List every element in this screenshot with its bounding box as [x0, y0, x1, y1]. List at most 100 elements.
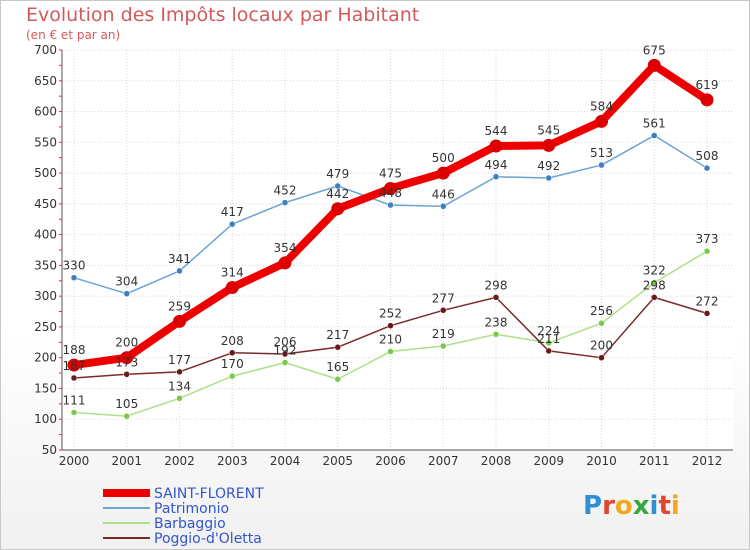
data-label: 210	[379, 333, 402, 347]
data-label: 170	[221, 357, 244, 371]
data-point	[387, 322, 394, 329]
data-point	[598, 161, 605, 169]
data-label: 200	[115, 336, 138, 350]
y-tick-label: 400	[34, 228, 57, 242]
chart-subtitle: (en € et par an)	[26, 28, 121, 42]
data-point	[281, 199, 289, 206]
y-tick-label: 350	[34, 258, 57, 272]
x-tick-label: 2007	[428, 454, 459, 468]
data-label: 173	[115, 355, 138, 369]
data-label: 105	[115, 397, 138, 411]
data-label: 208	[221, 334, 244, 348]
x-tick-label: 2009	[533, 454, 564, 468]
data-point	[489, 139, 503, 153]
data-point	[229, 220, 236, 228]
data-label: 165	[326, 360, 349, 374]
data-point	[70, 409, 78, 416]
data-point	[120, 351, 134, 365]
data-point	[67, 358, 81, 372]
data-point	[123, 290, 130, 297]
data-label: 452	[274, 184, 297, 198]
data-point	[703, 247, 711, 255]
data-label: 219	[432, 327, 455, 341]
data-point	[281, 359, 289, 366]
y-tick-label: 50	[42, 443, 57, 457]
data-point	[651, 132, 658, 139]
data-label: 298	[485, 278, 508, 292]
data-label: 111	[63, 393, 86, 407]
y-tick-label: 500	[34, 166, 57, 180]
data-point	[703, 310, 711, 317]
y-tick-label: 100	[34, 412, 57, 426]
data-point	[123, 371, 130, 378]
logo-letter: x	[632, 491, 650, 521]
data-label: 508	[696, 149, 719, 163]
data-point	[703, 164, 711, 172]
y-tick-label: 150	[34, 381, 57, 395]
data-label: 584	[590, 99, 613, 113]
x-tick-label: 2006	[375, 454, 406, 468]
data-label: 341	[168, 252, 191, 266]
data-point	[225, 281, 239, 295]
data-point	[176, 267, 183, 275]
data-label: 200	[590, 339, 613, 353]
y-tick-label: 700	[34, 43, 57, 57]
data-label: 619	[696, 78, 719, 92]
data-point	[542, 138, 556, 152]
data-label: 354	[274, 241, 297, 255]
data-point	[647, 58, 661, 72]
data-label: 494	[485, 158, 508, 172]
data-label: 277	[432, 291, 455, 305]
data-point	[440, 342, 447, 350]
logo-letter: r	[602, 491, 615, 521]
x-tick-label: 2002	[164, 454, 195, 468]
logo-letter: i	[670, 491, 680, 521]
data-label: 272	[696, 294, 719, 308]
data-label: 492	[537, 159, 560, 173]
data-point	[595, 114, 608, 128]
x-tick-label: 2005	[322, 454, 353, 468]
data-point	[492, 173, 500, 181]
data-point	[440, 203, 447, 210]
data-point	[651, 294, 658, 301]
y-tick-label: 450	[34, 197, 57, 211]
data-label: 545	[537, 123, 560, 137]
data-point	[492, 331, 500, 338]
data-point	[436, 166, 450, 180]
data-point	[651, 279, 658, 286]
data-label: 211	[537, 332, 560, 346]
data-label: 417	[221, 205, 244, 219]
y-tick-label: 650	[34, 74, 57, 88]
data-label: 217	[326, 328, 349, 342]
legend-label: Patrimonio	[154, 501, 229, 517]
data-label: 675	[643, 43, 666, 57]
x-tick-label: 2000	[59, 454, 90, 468]
y-tick-label: 550	[34, 135, 57, 149]
data-point	[334, 343, 341, 351]
data-point	[598, 319, 605, 327]
data-point	[173, 314, 186, 328]
legend-label: Poggio-d'Oletta	[154, 531, 262, 547]
data-label: 252	[379, 307, 402, 321]
data-point	[229, 349, 236, 357]
logo-letter: P	[583, 491, 603, 521]
data-point	[598, 354, 605, 361]
data-label: 373	[696, 232, 719, 246]
x-tick-label: 2008	[481, 454, 512, 468]
data-label: 192	[274, 344, 297, 358]
x-tick-label: 2012	[692, 454, 723, 468]
plot-area	[62, 50, 733, 450]
data-label: 298	[643, 278, 666, 292]
data-label: 500	[432, 151, 455, 165]
data-label: 188	[63, 343, 86, 357]
data-label: 448	[379, 186, 402, 200]
data-label: 330	[63, 259, 86, 273]
data-point	[281, 350, 289, 358]
y-tick-label: 300	[34, 289, 57, 303]
data-label: 513	[590, 146, 613, 160]
data-label: 256	[590, 304, 613, 318]
data-label: 446	[432, 187, 455, 201]
y-tick-label: 600	[34, 105, 57, 119]
data-point	[545, 347, 552, 355]
